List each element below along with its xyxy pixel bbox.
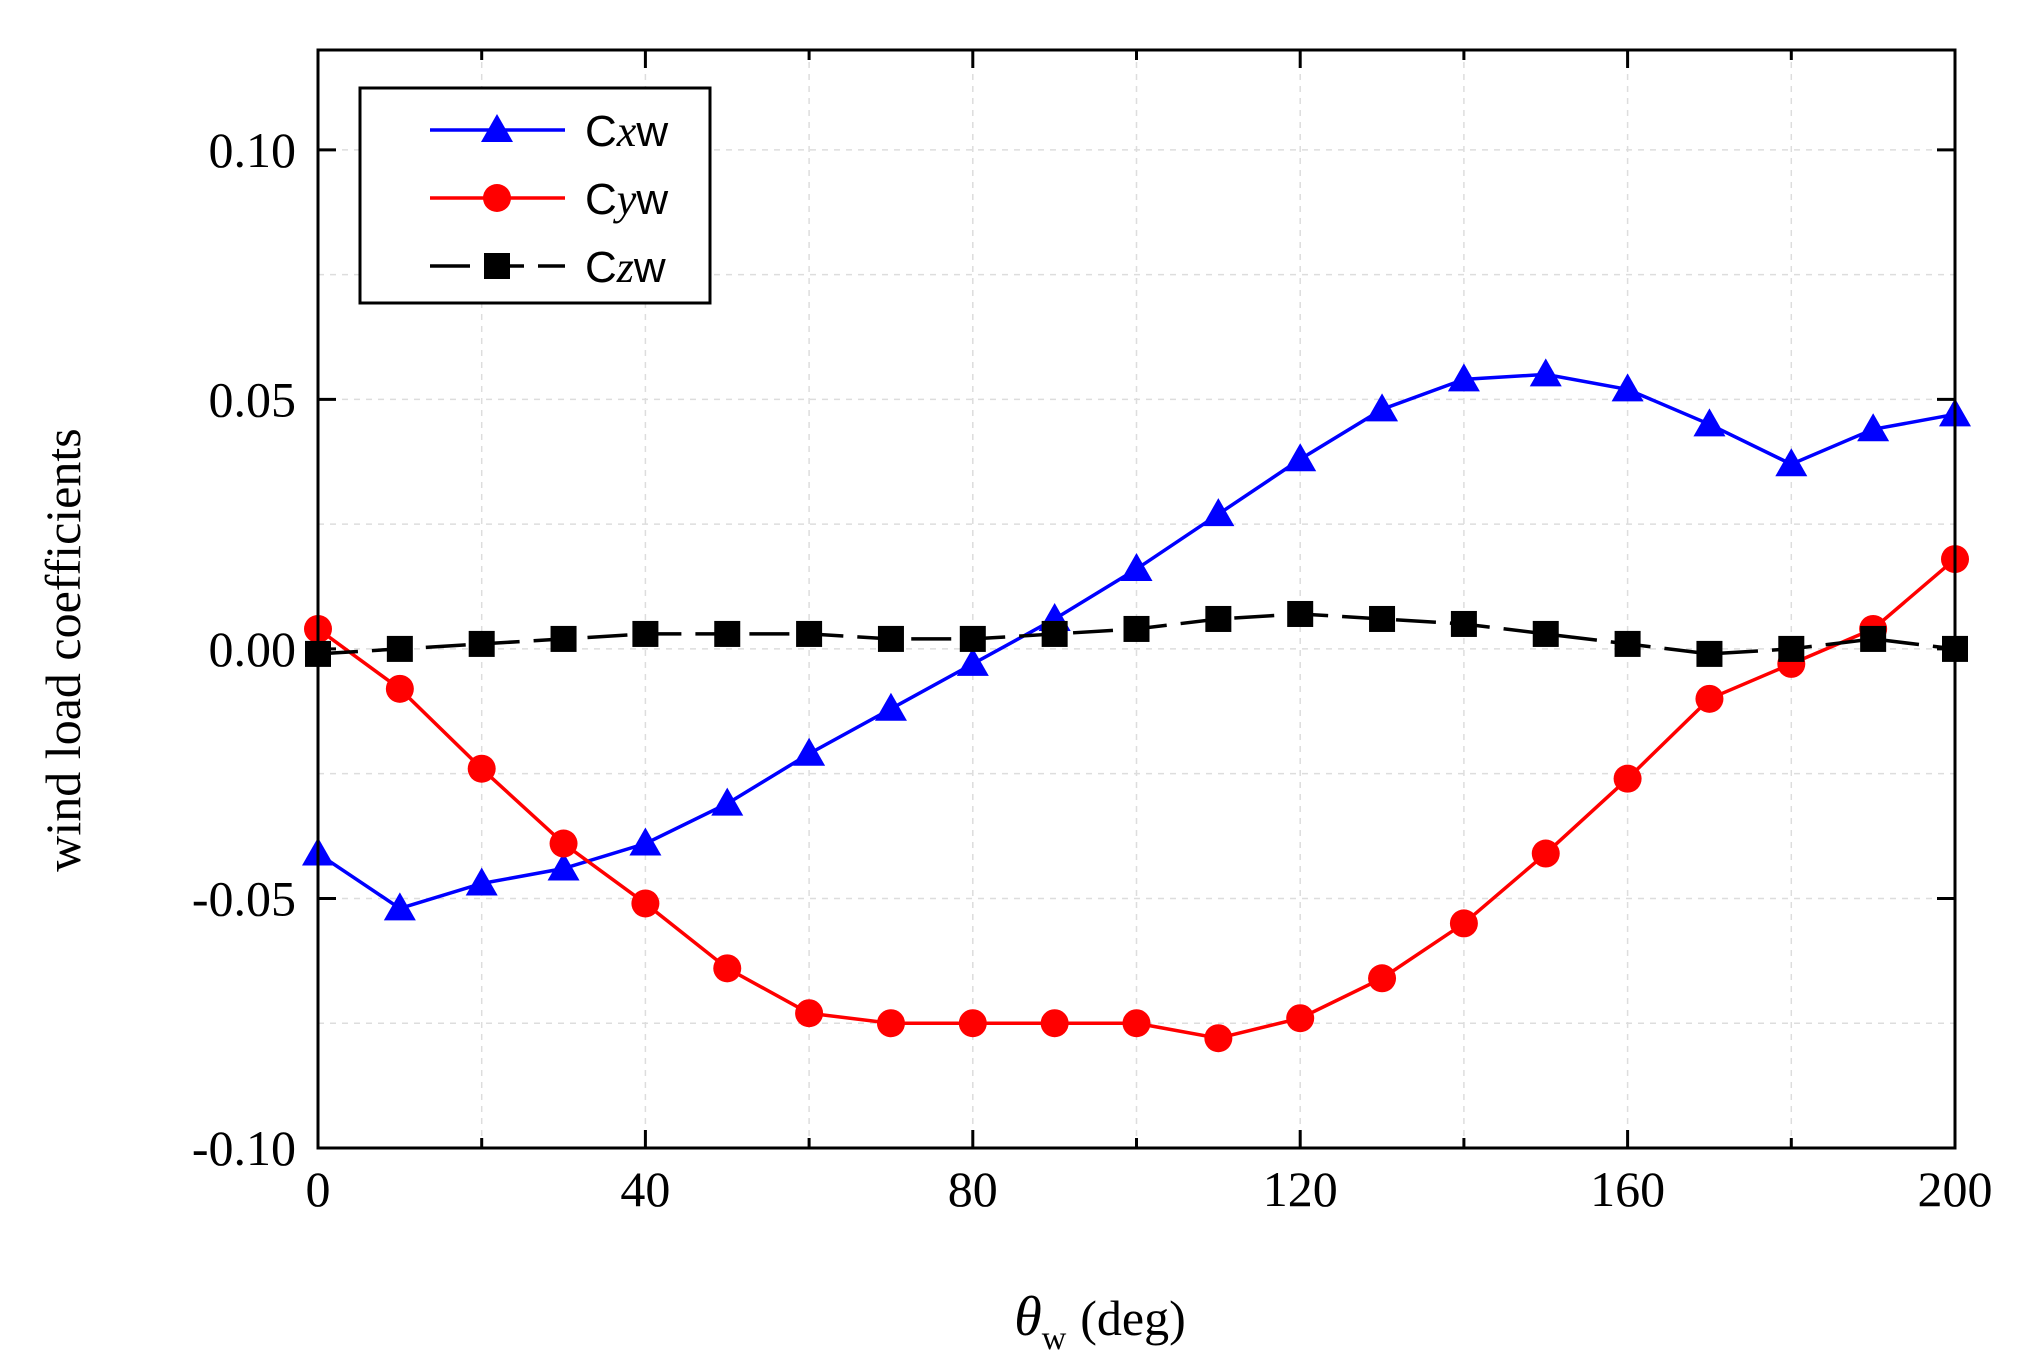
data-point	[1860, 625, 1887, 652]
y-tick-label: -0.05	[192, 870, 296, 926]
data-point	[629, 827, 662, 856]
x-axis-label: θw (deg)	[1014, 1286, 1186, 1357]
data-point	[959, 625, 986, 652]
data-point	[1611, 373, 1644, 402]
y-tick-label: 0.10	[209, 122, 297, 178]
data-point	[1368, 964, 1397, 993]
legend-box	[358, 86, 712, 305]
data-point	[876, 1009, 905, 1038]
data-point	[1529, 358, 1562, 387]
data-point	[1447, 363, 1480, 392]
data-point	[1775, 448, 1808, 477]
y-tick-label: -0.10	[192, 1120, 296, 1176]
data-point	[1450, 610, 1477, 637]
data-point	[1696, 640, 1723, 667]
data-point	[1613, 764, 1642, 793]
data-point	[1693, 408, 1726, 437]
legend-marker	[484, 253, 510, 279]
legend-label: Cxw	[585, 107, 668, 156]
y-axis-label: wind load coefficients	[35, 428, 91, 871]
data-point	[713, 954, 742, 983]
data-point	[468, 630, 495, 657]
data-point	[1695, 684, 1724, 713]
legend-marker	[481, 114, 513, 142]
y-tick-label: 0.05	[209, 371, 297, 427]
data-point	[1202, 498, 1235, 527]
series-Czw	[305, 600, 1968, 667]
x-tick-label: 200	[1918, 1161, 1993, 1217]
data-point	[1122, 1009, 1151, 1038]
data-point	[956, 647, 989, 676]
legend-item-Cxw: Cxw	[430, 107, 668, 156]
data-point	[1120, 553, 1153, 582]
data-point	[385, 674, 414, 703]
data-point	[550, 625, 577, 652]
x-tick-label: 0	[306, 1161, 331, 1217]
legend: Cxw Cyw Czw	[358, 86, 712, 305]
data-point	[386, 635, 413, 662]
data-point	[874, 692, 907, 721]
y-tick-label: 0.00	[209, 621, 297, 677]
data-point	[1614, 630, 1641, 657]
data-point	[796, 620, 823, 647]
legend-item-Cyw: Cyw	[430, 175, 668, 224]
legend-item-Czw: Czw	[430, 243, 666, 292]
series-Cxw	[302, 358, 1971, 921]
data-point	[1284, 443, 1317, 472]
data-point	[1123, 615, 1150, 642]
data-point	[1369, 605, 1396, 632]
data-point	[714, 620, 741, 647]
data-point	[1204, 1024, 1233, 1053]
data-point	[383, 892, 416, 921]
data-point	[1366, 393, 1399, 422]
x-tick-label: 80	[948, 1161, 998, 1217]
data-point	[795, 999, 824, 1028]
data-point	[1286, 1004, 1315, 1033]
data-point	[631, 889, 660, 918]
data-point	[467, 754, 496, 783]
legend-label: Cyw	[585, 175, 668, 224]
data-point	[958, 1009, 987, 1038]
series-Cyw	[304, 545, 1969, 1053]
x-axis-subscript: w	[1042, 1320, 1067, 1357]
data-point	[465, 867, 498, 896]
legend-marker	[483, 184, 511, 212]
data-point	[793, 737, 826, 766]
data-point	[547, 852, 580, 881]
data-point	[1449, 909, 1478, 938]
data-point	[1041, 620, 1068, 647]
x-tick-label: 120	[1263, 1161, 1338, 1217]
data-point	[1778, 635, 1805, 662]
data-point	[549, 829, 578, 858]
data-point	[632, 620, 659, 647]
x-axis-unit: (deg)	[1080, 1290, 1186, 1346]
data-point	[1205, 605, 1232, 632]
data-point	[1531, 839, 1560, 868]
axis-ticks: 0 40 80 120 160 200 -0.10 -0.05 0.00 0.05 0.10	[192, 50, 1993, 1217]
data-point	[1287, 600, 1314, 627]
x-tick-label: 160	[1590, 1161, 1665, 1217]
data-point	[1857, 413, 1890, 442]
data-point	[1532, 620, 1559, 647]
x-axis-symbol: θ	[1014, 1286, 1042, 1348]
data-point	[711, 787, 744, 816]
data-point	[1040, 1009, 1069, 1038]
data-point	[877, 625, 904, 652]
series-layer	[302, 358, 1971, 1053]
legend-label: Czw	[585, 243, 666, 292]
x-tick-label: 40	[620, 1161, 670, 1217]
